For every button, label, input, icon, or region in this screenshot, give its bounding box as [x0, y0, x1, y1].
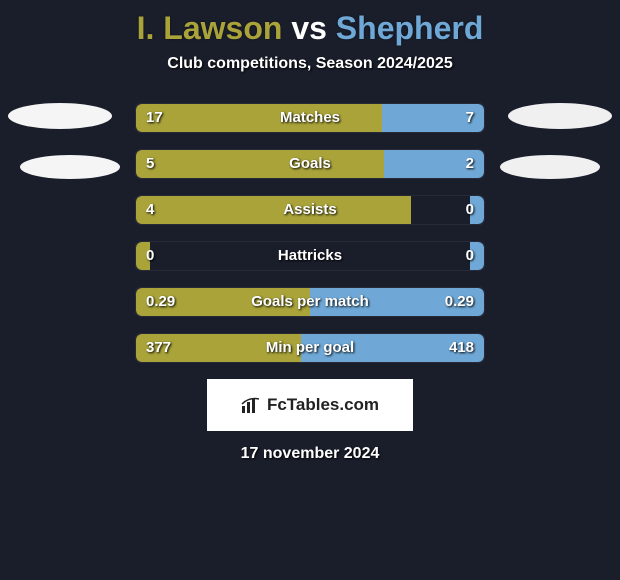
stat-label: Matches	[136, 104, 484, 132]
comparison-card: I. Lawson vs Shepherd Club competitions,…	[0, 0, 620, 463]
brand-logo: FcTables.com	[207, 379, 413, 431]
stat-label: Hattricks	[136, 242, 484, 270]
player1-avatar	[8, 103, 112, 129]
stat-row: 00Hattricks	[135, 241, 485, 271]
player2-name: Shepherd	[336, 10, 484, 46]
stat-row: 177Matches	[135, 103, 485, 133]
stat-row: 52Goals	[135, 149, 485, 179]
stat-rows: 177Matches 52Goals 40Assists 00Hattricks 0.2…	[135, 103, 485, 363]
player1-club-badge	[20, 155, 120, 179]
chart-icon	[241, 396, 263, 414]
date-text: 17 november 2024	[0, 445, 620, 463]
stat-label: Goals	[136, 150, 484, 178]
player1-name: I. Lawson	[137, 10, 283, 46]
stats-area: 177Matches 52Goals 40Assists 00Hattricks 0.2…	[0, 103, 620, 363]
player2-club-badge	[500, 155, 600, 179]
stat-label: Assists	[136, 196, 484, 224]
stat-row: 40Assists	[135, 195, 485, 225]
player2-avatar	[508, 103, 612, 129]
subtitle: Club competitions, Season 2024/2025	[0, 55, 620, 73]
stat-row: 0.290.29Goals per match	[135, 287, 485, 317]
title: I. Lawson vs Shepherd	[0, 10, 620, 47]
stat-label: Goals per match	[136, 288, 484, 316]
stat-row: 377418Min per goal	[135, 333, 485, 363]
stat-label: Min per goal	[136, 334, 484, 362]
brand-text: FcTables.com	[267, 395, 379, 415]
vs-text: vs	[291, 10, 327, 46]
